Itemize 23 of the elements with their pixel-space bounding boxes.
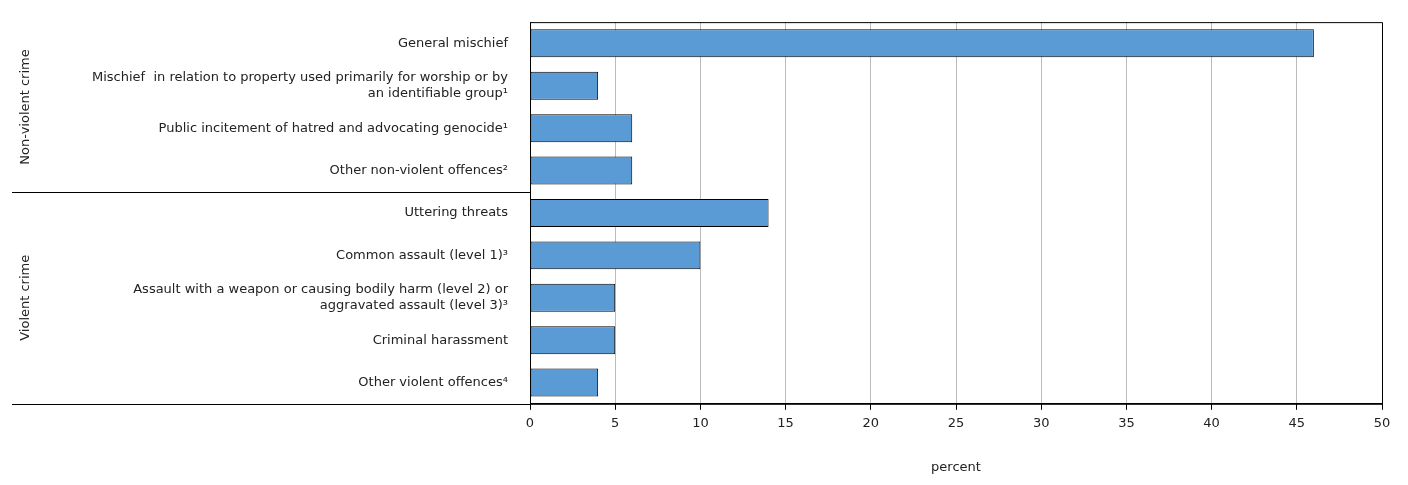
x-tick-label: 10 — [692, 414, 709, 430]
x-tick-label: 0 — [525, 414, 535, 430]
x-axis-title: percent — [931, 458, 981, 474]
x-tick-label: 40 — [1203, 414, 1220, 430]
y-tick-label: Uttering threats — [404, 204, 509, 220]
y-tick-label: General mischief — [398, 34, 509, 50]
y-tick-label: Other non-violent offences² — [329, 161, 508, 177]
text: Violent crime — [16, 254, 32, 341]
x-tick-label: 15 — [777, 414, 794, 430]
y-tick-label: Common assault (level 1)³ — [336, 246, 508, 262]
y-tick-label: Public incitement of hatred and advocating genocide¹ — [158, 119, 508, 135]
x-tick-label: 45 — [1288, 414, 1306, 430]
x-tick-label: 50 — [1373, 414, 1391, 430]
x-tick-label: 35 — [1118, 414, 1135, 430]
x-tick-label: 25 — [947, 414, 965, 430]
y-tick-label: Other violent offences⁴ — [358, 373, 508, 389]
text: Non-violent crime — [16, 49, 32, 165]
y-tick-label: Mischief in relation to property used primarily for worship or by an identifiable group¹ — [91, 68, 509, 101]
y-tick-label: Assault with a weapon or causing bodily harm (level 2) or aggravated assault (level 3)³ — [133, 281, 509, 313]
x-tick-label: 5 — [611, 414, 620, 430]
y-tick-label: Criminal harassment — [372, 331, 508, 347]
x-tick-label: 30 — [1032, 414, 1050, 430]
x-tick-label: 20 — [862, 414, 880, 430]
